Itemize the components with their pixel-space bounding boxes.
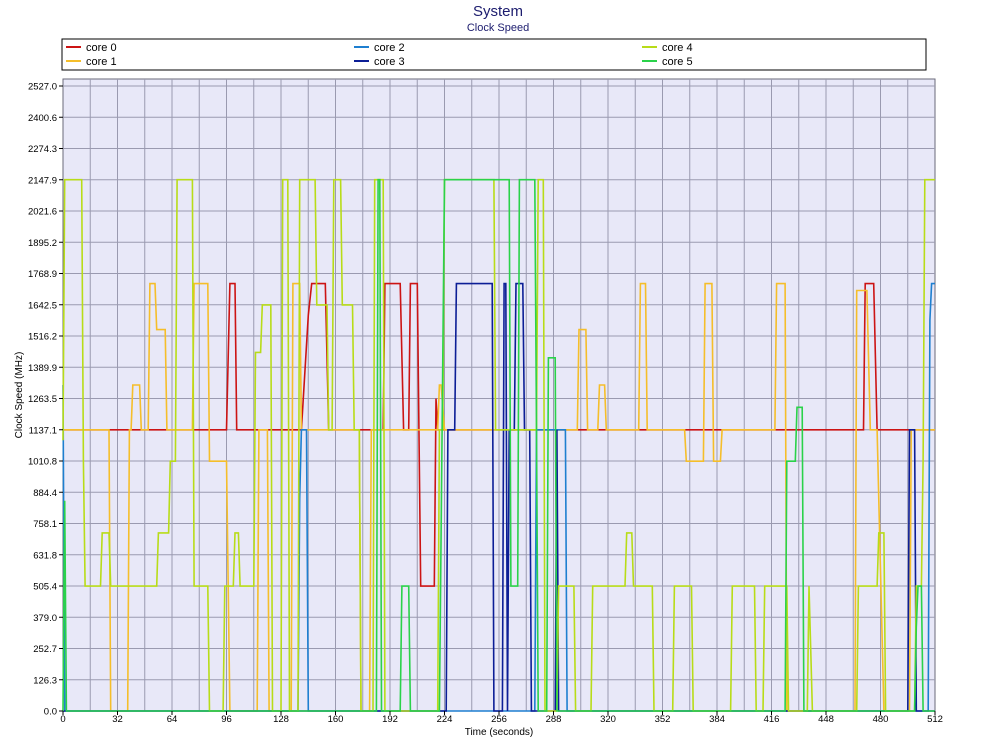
- y-axis-title: Clock Speed (MHz): [14, 352, 25, 439]
- x-tick-label: 256: [491, 714, 507, 725]
- x-tick-label: 352: [655, 714, 671, 725]
- y-tick-label: 631.8: [33, 550, 57, 561]
- x-tick-label: 64: [167, 714, 178, 725]
- y-tick-label: 1263.5: [28, 394, 57, 405]
- x-tick-label: 32: [112, 714, 123, 725]
- x-axis: 0 32 64 96 128 160 192 224 256 288 320 352 384 416 448…: [60, 711, 943, 725]
- x-tick-label: 512: [927, 714, 943, 725]
- x-tick-label: 384: [709, 714, 725, 725]
- x-tick-label: 128: [273, 714, 289, 725]
- x-tick-label: 320: [600, 714, 616, 725]
- y-tick-label: 252.7: [33, 644, 57, 655]
- x-tick-label: 288: [546, 714, 562, 725]
- y-tick-label: 1010.8: [28, 457, 57, 468]
- y-tick-label: 505.4: [33, 582, 57, 593]
- x-axis-title: Time (seconds): [465, 727, 534, 738]
- x-tick-label: 448: [818, 714, 834, 725]
- y-tick-label: 2147.9: [28, 175, 57, 186]
- y-tick-label: 1137.1: [29, 425, 57, 436]
- y-tick-label: 1895.2: [28, 238, 57, 249]
- x-tick-label: 192: [382, 714, 398, 725]
- y-tick-label: 1389.9: [28, 363, 57, 374]
- x-tick-label: 480: [873, 714, 889, 725]
- legend-label: core 4: [662, 42, 693, 54]
- series-lines: [62, 178, 935, 712]
- y-tick-label: 2274.3: [28, 144, 57, 155]
- legend-label: core 0: [86, 42, 117, 54]
- series-line-core-0: [63, 282, 935, 587]
- y-tick-label: 884.4: [33, 488, 57, 499]
- y-tick-label: 379.0: [33, 613, 57, 624]
- y-tick-label: 1516.2: [28, 332, 57, 343]
- y-tick-label: 1642.5: [28, 300, 57, 311]
- y-tick-label: 2021.6: [28, 207, 57, 218]
- y-axis: 0.0 126.3 252.7 379.0 505.4 631.8 758.1 884.4 10…: [28, 82, 63, 718]
- y-tick-label: 2400.6: [28, 113, 57, 124]
- legend-label: core 5: [662, 56, 693, 68]
- y-tick-label: 126.3: [33, 675, 57, 686]
- x-tick-label: 416: [764, 714, 780, 725]
- x-tick-label: 224: [437, 714, 453, 725]
- chart-subtitle: Clock Speed: [467, 22, 529, 34]
- x-tick-label: 160: [328, 714, 344, 725]
- y-tick-label: 1768.9: [28, 269, 57, 280]
- legend-label: core 2: [374, 42, 405, 54]
- x-tick-label: 0: [60, 714, 65, 725]
- x-tick-label: 96: [221, 714, 232, 725]
- y-tick-label: 2527.0: [28, 82, 57, 93]
- series-line-core-5: [62, 178, 935, 712]
- legend-label: core 1: [86, 56, 117, 68]
- legend-label: core 3: [374, 56, 405, 68]
- y-tick-label: 758.1: [33, 519, 57, 530]
- legend-box: [61, 38, 927, 71]
- legend: core 0 core 1 core 2 core 3 core 4 core 5: [66, 42, 693, 68]
- y-tick-label: 0.0: [44, 707, 57, 718]
- chart-title: System: [473, 3, 523, 20]
